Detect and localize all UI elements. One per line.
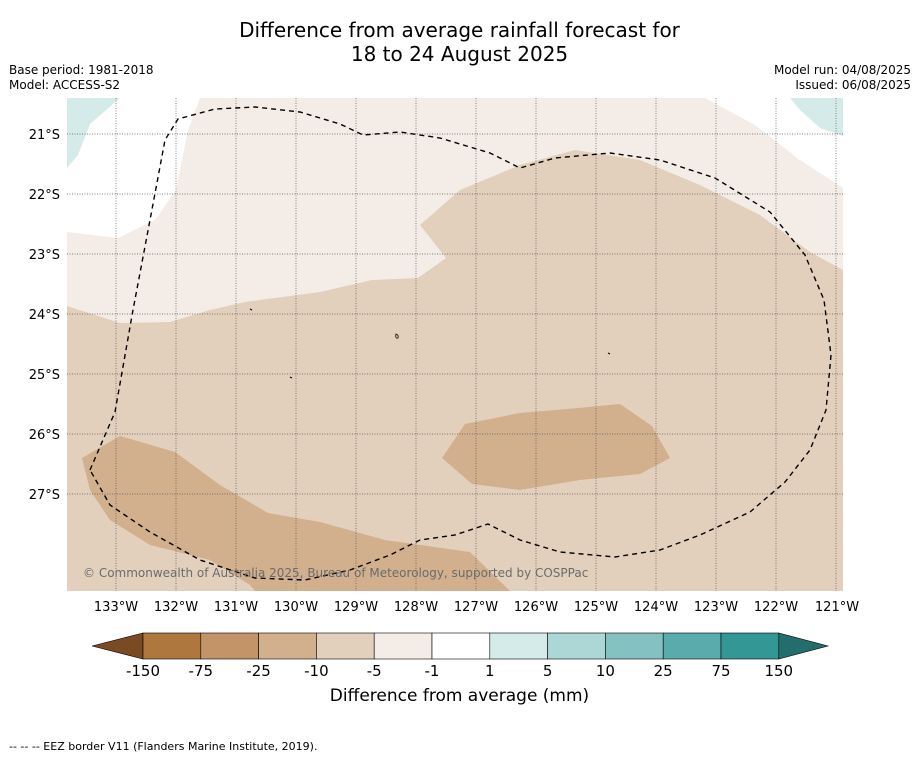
base-period: Base period: 1981-2018 <box>9 63 154 77</box>
colorbar: -150 -75 -25 -10 -5 -1 1 5 10 25 75 150 <box>91 632 830 680</box>
meta-left: Base period: 1981-2018 Model: ACCESS-S2 <box>9 63 154 93</box>
colorbar-tick-label: -1 <box>425 662 440 680</box>
colorbar-tick-label: 150 <box>764 662 793 680</box>
colorbar-swatch <box>142 632 202 660</box>
colorbar-swatch <box>720 632 780 660</box>
lat-label: 22°S <box>29 188 60 203</box>
lat-label: 21°S <box>29 128 60 143</box>
model-name: Model: ACCESS-S2 <box>9 78 121 92</box>
lon-label: 123°W <box>694 600 738 615</box>
title-line-1: Difference from average rainfall forecas… <box>239 18 680 42</box>
island-marker <box>395 333 399 339</box>
colorbar-tick-label: -10 <box>304 662 329 680</box>
colorbar-swatch <box>316 632 375 660</box>
graticule <box>67 98 843 591</box>
anomaly-region-plus1-nw <box>67 98 120 168</box>
colorbar-swatch <box>489 632 548 660</box>
lon-label: 130°W <box>274 600 318 615</box>
anomaly-region-plus1-ne <box>790 98 843 136</box>
lat-label: 26°S <box>29 428 60 443</box>
lon-label: 125°W <box>574 600 618 615</box>
eez-border <box>89 106 832 581</box>
island-marker <box>607 352 611 355</box>
map-panel: © Commonwealth of Australia 2025, Bureau… <box>67 98 843 591</box>
eez-legend-footer: -- -- -- EEZ border V11 (Flanders Marine… <box>9 740 318 753</box>
latitude-labels: 21°S 22°S 23°S 24°S 25°S 26°S 27°S <box>29 128 60 503</box>
lon-label: 126°W <box>514 600 558 615</box>
lon-label: 132°W <box>154 600 198 615</box>
colorbar-tick-label: -25 <box>246 662 271 680</box>
lon-label: 124°W <box>634 600 678 615</box>
longitude-labels: 133°W 132°W 131°W 130°W 129°W 128°W 127°… <box>94 600 859 615</box>
lon-label: 121°W <box>815 600 859 615</box>
colorbar-title: Difference from average (mm) <box>329 686 590 706</box>
anomaly-region-minus5-north <box>67 98 843 323</box>
model-run: Model run: 04/08/2025 <box>773 63 911 77</box>
lat-label: 27°S <box>29 488 60 503</box>
colorbar-extend-high <box>778 632 830 660</box>
colorbar-tick-label: 1 <box>485 662 495 680</box>
colorbar-swatch <box>373 632 433 660</box>
lat-label: 24°S <box>29 308 60 323</box>
lon-label: 133°W <box>94 600 138 615</box>
anomaly-region-minus25-south <box>82 436 510 591</box>
lon-label: 122°W <box>754 600 798 615</box>
colorbar-tick-label: -75 <box>189 662 214 680</box>
lon-label: 127°W <box>454 600 498 615</box>
lat-label: 25°S <box>29 368 60 383</box>
colorbar-swatch <box>258 632 317 660</box>
lon-label: 131°W <box>214 600 258 615</box>
meta-right: Model run: 04/08/2025 Issued: 06/08/2025 <box>774 63 911 93</box>
colorbar-swatch <box>662 632 722 660</box>
colorbar-swatch <box>547 632 606 660</box>
colorbar-tick-label: 75 <box>711 662 730 680</box>
map-title: Difference from average rainfall forecas… <box>0 18 919 66</box>
lat-label: 23°S <box>29 248 60 263</box>
colorbar-tick-label: -150 <box>126 662 160 680</box>
colorbar-tick-label: 10 <box>596 662 615 680</box>
copyright-notice: © Commonwealth of Australia 2025, Bureau… <box>83 566 588 580</box>
anomaly-region-near-zero-nw <box>67 98 200 238</box>
anomaly-region-near-zero-ne <box>705 98 843 188</box>
colorbar-extend-low <box>91 632 144 660</box>
title-line-2: 18 to 24 August 2025 <box>350 42 569 66</box>
colorbar-swatch <box>605 632 664 660</box>
colorbar-tick-label: -5 <box>367 662 382 680</box>
anomaly-region-minus25-central <box>442 404 670 490</box>
colorbar-swatch <box>200 632 259 660</box>
colorbar-swatch <box>431 632 491 660</box>
island-marker <box>249 308 253 311</box>
colorbar-tick-label: 5 <box>543 662 553 680</box>
issued-date: Issued: 06/08/2025 <box>795 78 911 92</box>
island-marker <box>289 376 293 379</box>
colorbar-tick-label: 25 <box>654 662 673 680</box>
lon-label: 128°W <box>394 600 438 615</box>
lon-label: 129°W <box>334 600 378 615</box>
